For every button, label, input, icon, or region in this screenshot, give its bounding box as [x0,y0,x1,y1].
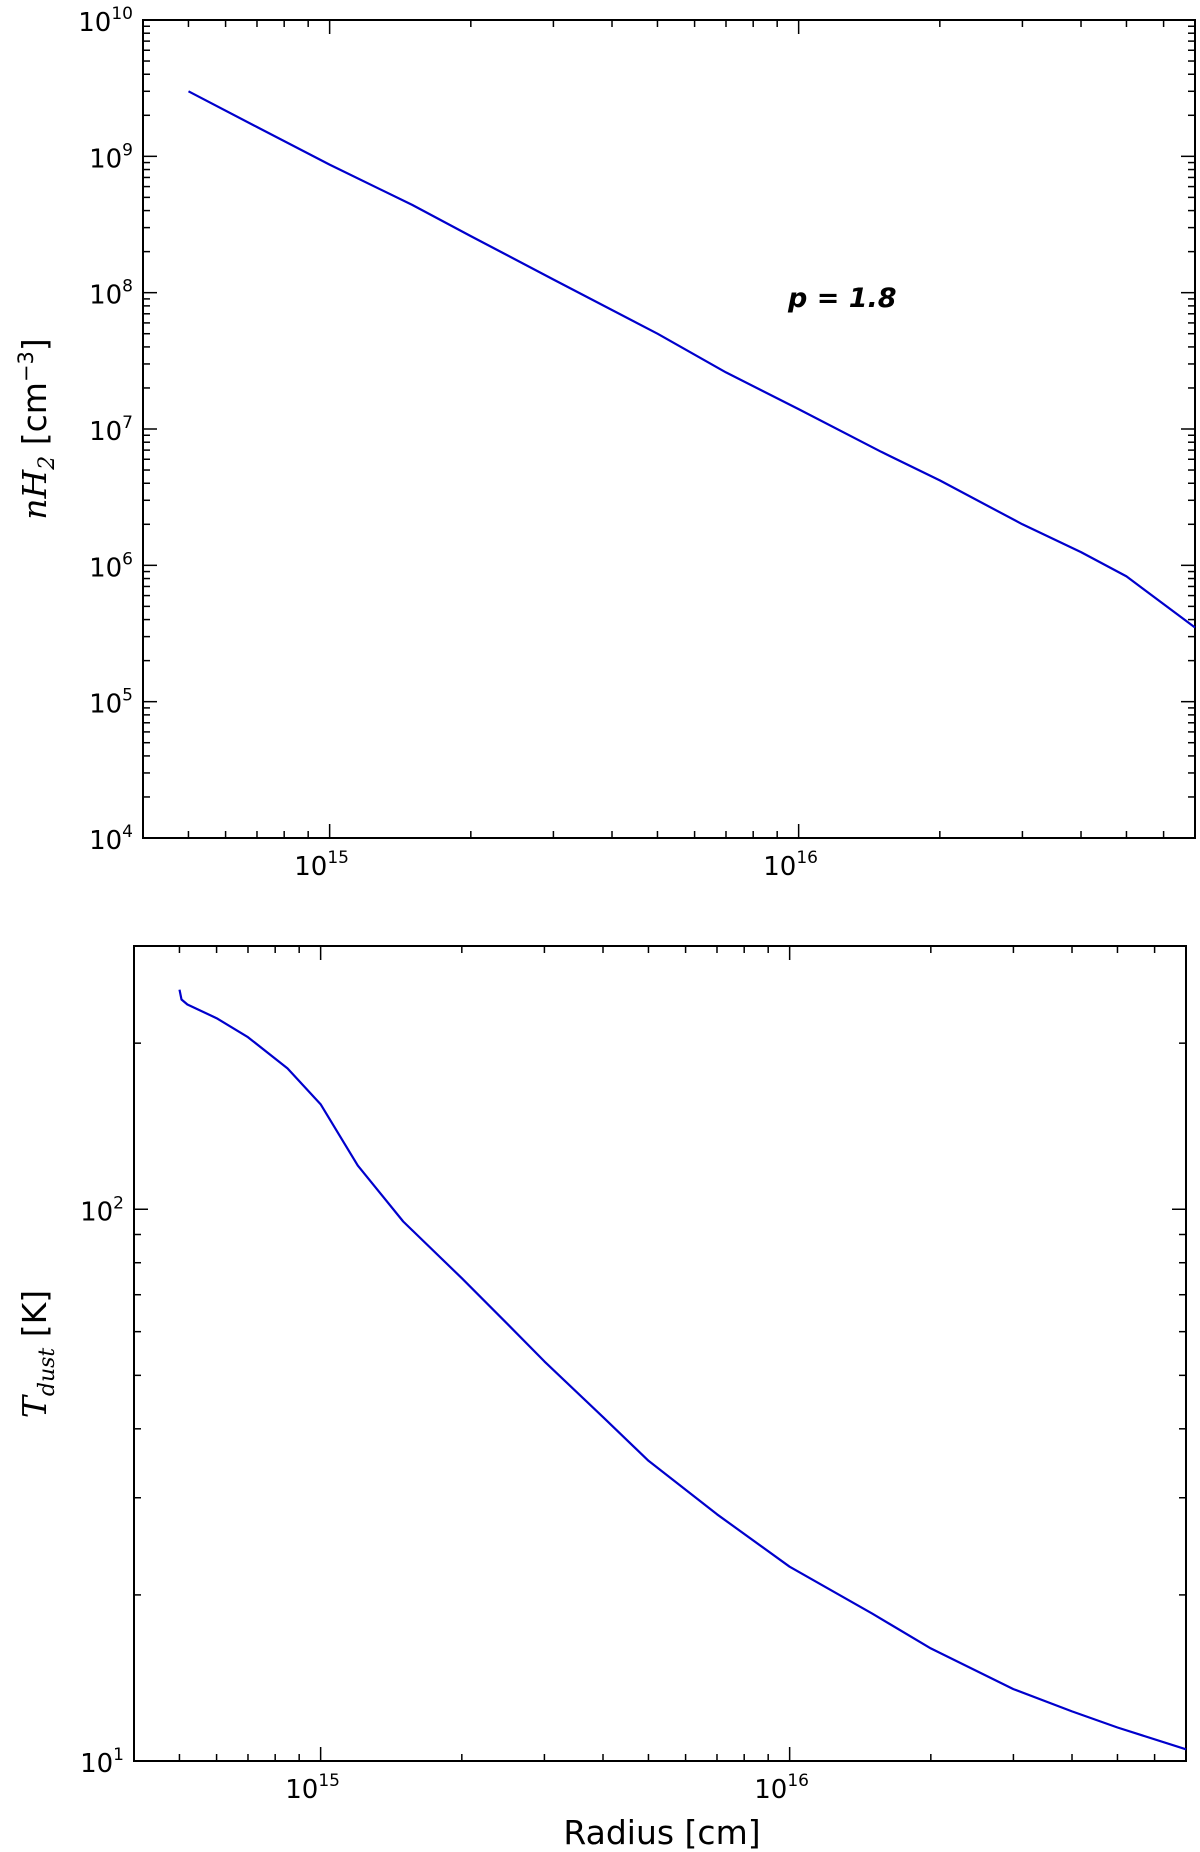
temperature-series-line [178,989,1187,1751]
temperature-ticks: 1015 1016 101 102 [80,945,1187,1805]
y-tick-label: 107 [89,413,133,447]
y-tick-label: 1010 [78,4,133,38]
x-tick-label: 1016 [754,1771,809,1805]
temperature-plot-frame [133,945,1187,1762]
y-tick-label: 104 [89,822,133,856]
density-ticks: 1015 1016 104 105 106 107 108 109 1010 [78,4,1196,882]
x-tick-label: 1015 [285,1771,340,1805]
y-tick-label: 101 [80,1745,124,1779]
density-plot-frame [142,19,1196,839]
y-tick-label: 108 [89,277,133,311]
y-tick-label: 105 [89,686,133,720]
power-law-annotation: p = 1.8 [787,283,897,314]
y-tick-label: 109 [89,140,133,174]
density-series-line [187,90,1196,629]
y-tick-label: 106 [89,549,133,583]
dust-temperature-chart: 1015 1016 101 102 Tdust [K] Radius [cm] [15,945,1187,1852]
density-chart: 1015 1016 104 105 106 107 108 109 1010 nH2 [cm−3… [14,4,1196,882]
radius-x-axis-label: Radius [cm] [563,1813,760,1852]
x-tick-label: 1016 [763,848,818,882]
y-tick-label: 102 [80,1193,124,1227]
x-tick-label: 1015 [294,848,349,882]
temperature-y-axis-label: Tdust [K] [15,1290,60,1418]
density-y-axis-label: nH2 [cm−3] [14,338,60,520]
